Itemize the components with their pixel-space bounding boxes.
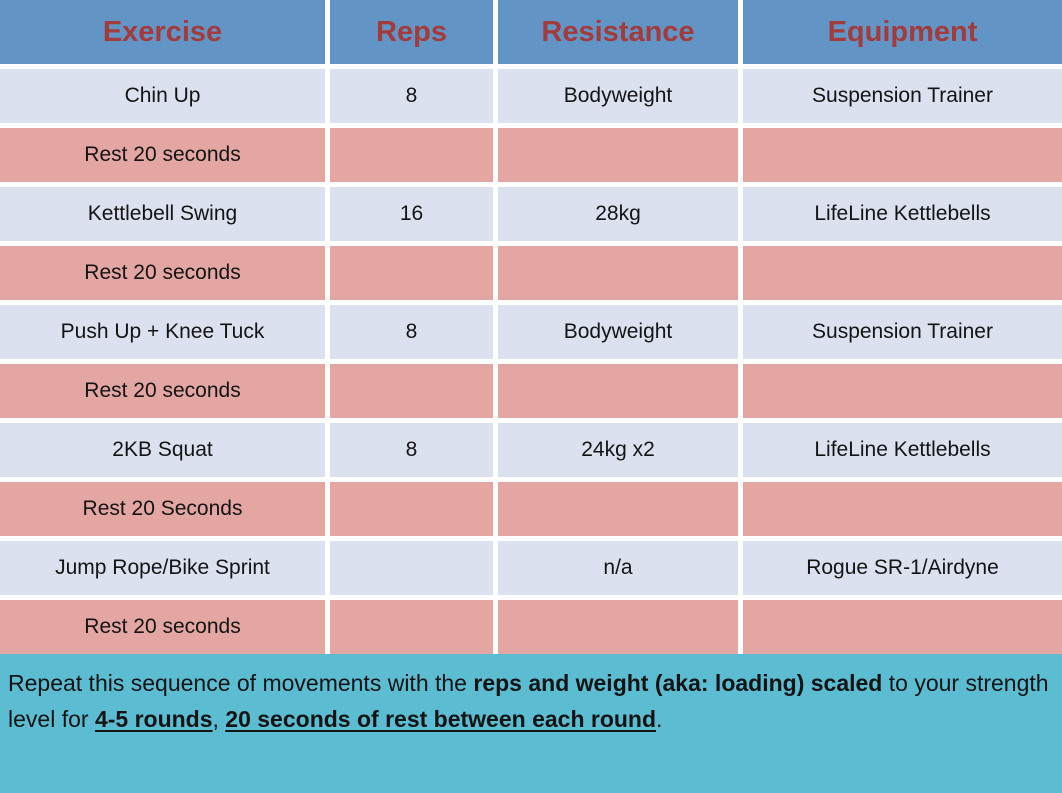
footer-text-segment: to your strength level for — [8, 670, 1049, 732]
rest-row-cell — [743, 128, 1062, 182]
exercise-row-cell: Bodyweight — [498, 305, 738, 359]
header-cell-resistance: Resistance — [498, 0, 738, 64]
rest-row-cell — [743, 600, 1062, 654]
exercise-row-cell: Jump Rope/Bike Sprint — [0, 541, 325, 595]
rest-row-cell — [330, 600, 493, 654]
rest-row-cell: Rest 20 seconds — [0, 364, 325, 418]
exercise-row-cell: Rogue SR-1/Airdyne — [743, 541, 1062, 595]
exercise-row-cell: LifeLine Kettlebells — [743, 187, 1062, 241]
rest-row-cell — [330, 482, 493, 536]
rest-row-cell — [743, 246, 1062, 300]
footer-text-segment: 4-5 rounds — [94, 705, 213, 732]
footer-text-segment: 20 seconds of rest between each round — [225, 705, 657, 732]
workout-table: Exercise Reps Resistance Equipment Chin Up 8 B… — [0, 0, 1062, 654]
rest-row-cell: Rest 20 seconds — [0, 246, 325, 300]
rest-row-cell — [743, 364, 1062, 418]
rest-row-cell — [498, 364, 738, 418]
header-cell-equipment: Equipment — [743, 0, 1062, 64]
rest-row-cell — [498, 246, 738, 300]
rest-row-cell: Rest 20 seconds — [0, 600, 325, 654]
exercise-row-cell: 8 — [330, 69, 493, 123]
rest-row-cell — [330, 364, 493, 418]
rest-row-cell: Rest 20 seconds — [0, 128, 325, 182]
exercise-row-cell: Push Up + Knee Tuck — [0, 305, 325, 359]
exercise-row-cell — [330, 541, 493, 595]
rest-row-cell — [498, 482, 738, 536]
exercise-row-cell: Suspension Trainer — [743, 69, 1062, 123]
exercise-row-cell: Suspension Trainer — [743, 305, 1062, 359]
exercise-row-cell: n/a — [498, 541, 738, 595]
exercise-row-cell: 16 — [330, 187, 493, 241]
footer-text-segment: . — [656, 705, 663, 732]
rest-row-cell — [743, 482, 1062, 536]
exercise-row-cell: LifeLine Kettlebells — [743, 423, 1062, 477]
rest-row-cell: Rest 20 Seconds — [0, 482, 325, 536]
footer-text-segment: , — [212, 705, 226, 732]
rest-row-cell — [330, 246, 493, 300]
exercise-row-cell: 2KB Squat — [0, 423, 325, 477]
footer-text-segment: Repeat this sequence of movements with t… — [8, 670, 474, 696]
exercise-row-cell: Kettlebell Swing — [0, 187, 325, 241]
footer-note: Repeat this sequence of movements with t… — [0, 654, 1062, 793]
exercise-row-cell: 8 — [330, 305, 493, 359]
exercise-row-cell: 24kg x2 — [498, 423, 738, 477]
exercise-row-cell: 28kg — [498, 187, 738, 241]
header-cell-exercise: Exercise — [0, 0, 325, 64]
rest-row-cell — [498, 600, 738, 654]
rest-row-cell — [330, 128, 493, 182]
header-cell-reps: Reps — [330, 0, 493, 64]
exercise-row-cell: Chin Up — [0, 69, 325, 123]
rest-row-cell — [498, 128, 738, 182]
exercise-row-cell: Bodyweight — [498, 69, 738, 123]
footer-text-segment: reps and weight (aka: loading) scaled — [473, 670, 883, 696]
exercise-row-cell: 8 — [330, 423, 493, 477]
